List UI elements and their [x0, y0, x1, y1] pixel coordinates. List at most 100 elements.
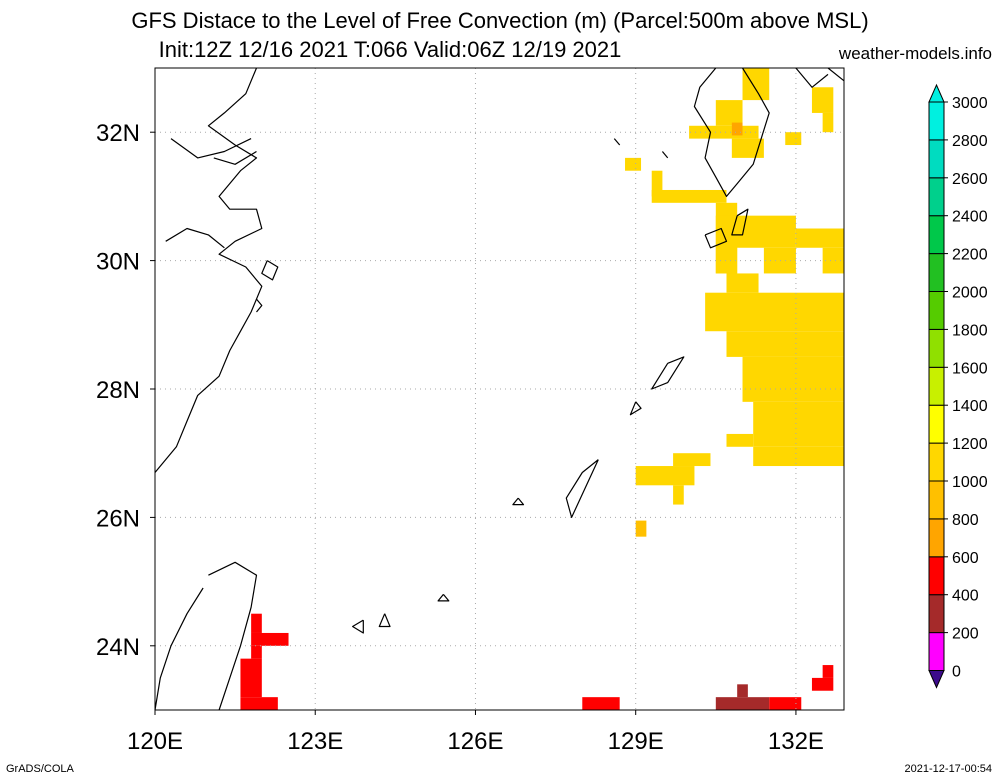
- colorbar-swatch: [928, 404, 945, 444]
- colorbar-label: 2000: [952, 285, 988, 302]
- field-cell: [673, 453, 711, 467]
- colorbar-swatch: [928, 632, 945, 671]
- x-tick-label: 120E: [127, 728, 183, 755]
- chart-subtitle: Init:12Z 12/16 2021 T:066 Valid:06Z 12/1…: [158, 37, 622, 62]
- field-cell: [737, 684, 748, 698]
- coastline: [795, 67, 829, 88]
- coastlines: [154, 67, 845, 711]
- y-tick-label: 24N: [96, 634, 140, 661]
- field-cell: [251, 645, 262, 659]
- coastline: [261, 260, 279, 281]
- field-cell: [240, 697, 278, 710]
- colorbar-swatch: [928, 253, 945, 293]
- field-cell: [651, 189, 727, 203]
- colorbar-swatch: [928, 594, 945, 634]
- colorbar-upper-arrow: [928, 83, 945, 103]
- field-cell: [625, 157, 642, 171]
- field-cell: [822, 247, 844, 274]
- field-cells: [240, 68, 844, 710]
- colorbar-label: 2200: [952, 247, 988, 264]
- field-cell: [811, 677, 834, 691]
- coastline: [512, 497, 525, 506]
- y-tick-label: 28N: [96, 377, 140, 404]
- chart-title: GFS Distace to the Level of Free Convect…: [131, 8, 869, 33]
- colorbar-label: 1400: [952, 398, 988, 415]
- coastline: [154, 587, 204, 711]
- coastline: [170, 138, 252, 159]
- field-cell: [742, 68, 770, 101]
- coastline: [704, 227, 728, 249]
- colorbar-swatch: [928, 139, 945, 179]
- coastline: [629, 401, 642, 416]
- colorbar-label: 2400: [952, 209, 988, 226]
- field-cell: [726, 433, 754, 447]
- colorbar-label: 1000: [952, 474, 988, 491]
- colorbar-swatch: [928, 556, 945, 596]
- field-cell: [251, 613, 262, 633]
- coastline: [731, 208, 749, 236]
- x-tick-label: 132E: [768, 728, 824, 755]
- coastline: [165, 227, 225, 249]
- field-cell: [635, 466, 695, 486]
- field-cell: [785, 132, 802, 146]
- field-cell: [689, 125, 759, 139]
- colorbar-swatch: [928, 442, 945, 482]
- colorbar-swatch: [928, 215, 945, 255]
- colorbar-label: 2800: [952, 133, 988, 150]
- field-cell: [795, 228, 844, 248]
- field-cell: [705, 292, 844, 332]
- field-cell: [582, 697, 620, 710]
- field-cell: [635, 520, 647, 537]
- colorbar-label: 1200: [952, 436, 988, 453]
- colorbar: 0 200 400 600 800 1000 1200 1400 1600 1800 2000 220…: [928, 83, 988, 689]
- colorbar-label: 600: [952, 550, 979, 567]
- colorbar-swatch: [928, 366, 945, 406]
- coastline: [352, 619, 364, 634]
- colorbar-label: 800: [952, 512, 979, 529]
- field-cell: [673, 485, 684, 505]
- colorbar-swatch: [928, 177, 945, 217]
- field-cell: [726, 273, 759, 293]
- field-cell: [822, 112, 834, 133]
- field-cell: [731, 122, 743, 136]
- colorbar-label: 2600: [952, 171, 988, 188]
- coastline: [378, 613, 391, 628]
- field-cell: [763, 247, 796, 274]
- field-cell: [822, 665, 834, 678]
- coastline: [827, 67, 845, 82]
- coastline: [693, 67, 770, 197]
- coastline: [208, 561, 258, 711]
- footer-credit: GrADS/COLA: [6, 763, 74, 775]
- coastline: [256, 298, 263, 313]
- coastline: [437, 594, 450, 602]
- colorbar-lower-arrow: [928, 670, 945, 689]
- field-cell: [753, 446, 844, 467]
- x-tick-label: 129E: [608, 728, 664, 755]
- colorbar-label: 200: [952, 626, 979, 643]
- coastline: [213, 150, 257, 165]
- coastline: [613, 138, 621, 146]
- footer-timestamp: 2021-12-17-00:54: [904, 763, 992, 775]
- y-tick-label: 30N: [96, 249, 140, 276]
- colorbar-label: 1800: [952, 322, 988, 339]
- colorbar-label: 0: [952, 664, 961, 681]
- gridlines: [155, 68, 844, 710]
- coastline: [565, 459, 599, 518]
- colorbar-label: 3000: [952, 95, 988, 112]
- field-cell: [811, 87, 834, 113]
- field-cell: [731, 138, 764, 158]
- coastline: [651, 356, 685, 390]
- colorbar-swatch: [928, 480, 945, 520]
- coastline: [661, 151, 669, 159]
- axis-labels: 120E 123E 126E 129E 132E 24N 26N 28N 30N 32N: [96, 120, 824, 755]
- field-cell: [715, 247, 738, 274]
- field-cell: [715, 100, 743, 126]
- field-cell: [753, 401, 844, 447]
- field-cell: [715, 215, 796, 248]
- colorbar-swatch: [928, 101, 945, 141]
- y-tick-label: 32N: [96, 120, 140, 147]
- field-cell: [769, 697, 802, 710]
- field-cell: [251, 632, 289, 646]
- colorbar-swatch: [928, 291, 945, 330]
